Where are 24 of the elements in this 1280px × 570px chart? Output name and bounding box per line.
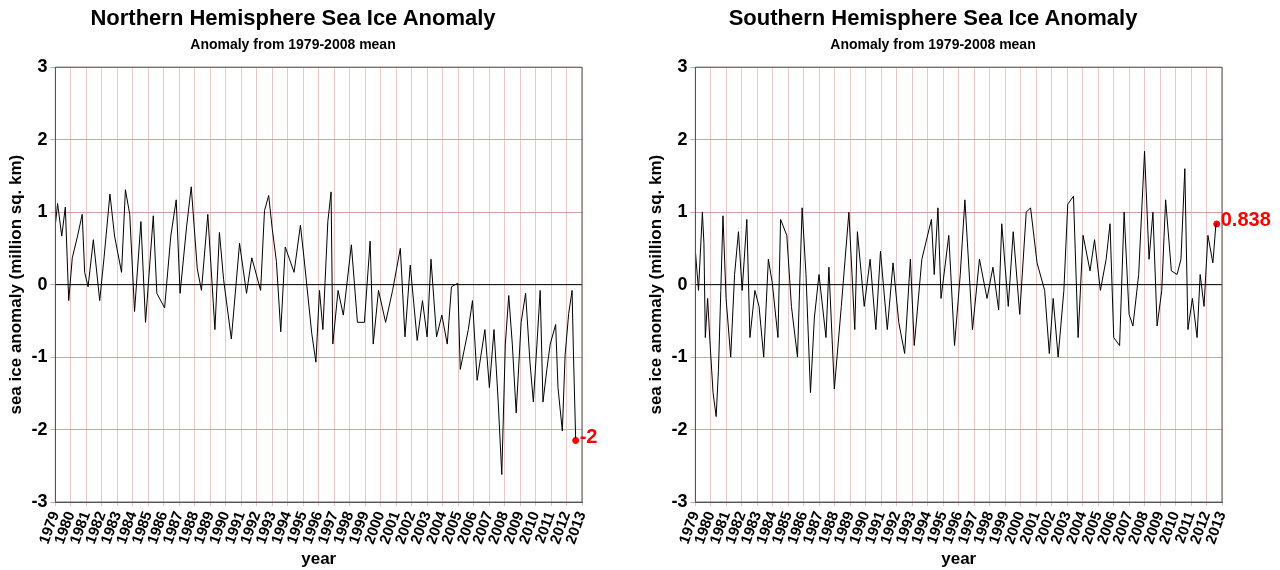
chart-title: Southern Hemisphere Sea Ice Anomaly <box>728 5 1139 31</box>
y-tick-label: 3 <box>37 56 48 77</box>
y-tick-label: 0 <box>37 273 48 294</box>
y-axis-title: sea ice anomaly (million sq. km) <box>5 154 25 415</box>
y-tick-label: 2 <box>677 128 688 149</box>
y-tick-label: -1 <box>31 346 48 367</box>
x-axis-title: year <box>941 549 977 569</box>
y-tick-label: 0 <box>677 273 688 294</box>
y-axis-title: sea ice anomaly (million sq. km) <box>645 154 665 415</box>
y-tick-label: -2 <box>671 418 688 439</box>
chart-subtitle: Anomaly from 1979-2008 mean <box>190 35 396 52</box>
y-tick-label: 3 <box>677 56 688 77</box>
data-label: -2 <box>579 424 598 447</box>
y-tick-label: -1 <box>671 346 688 367</box>
chart-title: Northern Hemisphere Sea Ice Anomaly <box>90 5 497 31</box>
x-axis-title: year <box>301 549 337 569</box>
chart-subtitle: Anomaly from 1979-2008 mean <box>830 35 1036 52</box>
y-tick-label: -3 <box>671 491 688 512</box>
y-tick-label: 1 <box>677 201 688 222</box>
y-tick-label: 2 <box>37 128 48 149</box>
y-tick-label: -3 <box>31 491 48 512</box>
y-tick-label: 1 <box>37 201 48 222</box>
data-label: 0.838 <box>1220 208 1271 231</box>
y-tick-label: -2 <box>31 418 48 439</box>
